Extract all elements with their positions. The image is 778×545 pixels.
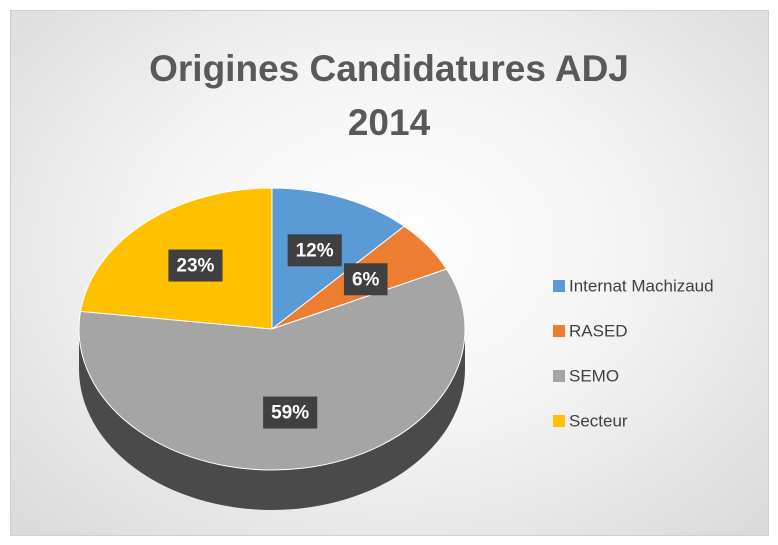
data-label-box: [263, 396, 318, 429]
pie-slice: [78, 268, 466, 471]
legend-swatch: [553, 415, 565, 427]
data-label-box: [343, 263, 388, 296]
data-label: 59%: [263, 396, 318, 429]
data-label: 23%: [168, 249, 223, 282]
legend-swatch: [553, 280, 565, 292]
data-label-box: [287, 234, 342, 267]
legend-label: Secteur: [569, 411, 628, 430]
legend-label: RASED: [569, 321, 628, 340]
data-label: 12%: [287, 234, 342, 267]
legend-label: SEMO: [569, 366, 619, 385]
data-label: 6%: [343, 263, 388, 296]
data-label-text: 12%: [296, 240, 334, 261]
data-label-text: 6%: [352, 269, 380, 290]
legend-swatch: [553, 370, 565, 382]
chart-title: Origines Candidatures ADJ 2014: [149, 48, 629, 143]
legend-label: Internat Machizaud: [569, 276, 714, 295]
pie-side: [79, 329, 465, 510]
data-label-text: 59%: [271, 403, 309, 424]
data-label-text: 23%: [176, 256, 214, 277]
legend-swatch: [553, 325, 565, 337]
data-label-box: [168, 249, 223, 282]
